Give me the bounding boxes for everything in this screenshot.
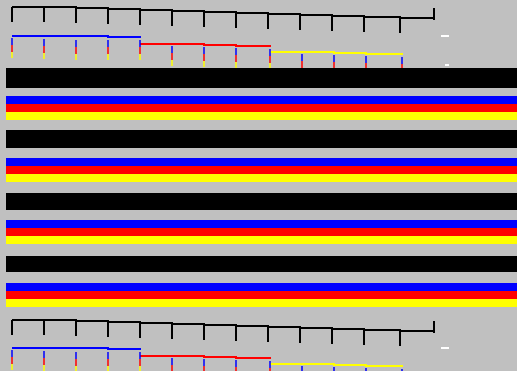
stripe-16 [6, 228, 517, 236]
colored-step-trace-1-icon [12, 35, 141, 38]
stripe-9 [6, 158, 517, 166]
stripe-1 [6, 68, 517, 88]
white-speck [445, 64, 449, 66]
stripe-23 [6, 299, 517, 307]
stripe-12 [6, 182, 517, 193]
stripe-18 [6, 244, 517, 256]
top-connector-diagram [11, 6, 449, 77]
colored-step-trace-3-icon [270, 51, 403, 55]
stripe-8 [6, 148, 517, 158]
bottom-connector-diagram [11, 319, 449, 371]
stripe-17 [6, 236, 517, 244]
colored-step-trace-1-icon [12, 347, 141, 350]
stripe-5 [6, 112, 517, 120]
stripe-3 [6, 96, 517, 104]
stripe-14 [6, 210, 517, 220]
colored-step-trace-3-icon [270, 363, 403, 367]
stripe-20 [6, 272, 517, 283]
color-stripe-field [6, 64, 517, 307]
stripe-6 [6, 120, 517, 130]
stripe-15 [6, 220, 517, 228]
stripe-11 [6, 174, 517, 182]
stripe-7 [6, 130, 517, 148]
colored-step-trace-2-icon [140, 355, 271, 359]
stripe-2 [6, 88, 517, 96]
stripe-4 [6, 104, 517, 112]
stripe-13 [6, 193, 517, 210]
black-step-trace-icon [12, 319, 435, 332]
black-step-trace-icon [12, 6, 435, 19]
stripe-10 [6, 166, 517, 174]
colored-step-trace-2-icon [140, 43, 271, 47]
stripe-22 [6, 291, 517, 299]
stripe-19 [6, 256, 517, 272]
stripe-21 [6, 283, 517, 291]
